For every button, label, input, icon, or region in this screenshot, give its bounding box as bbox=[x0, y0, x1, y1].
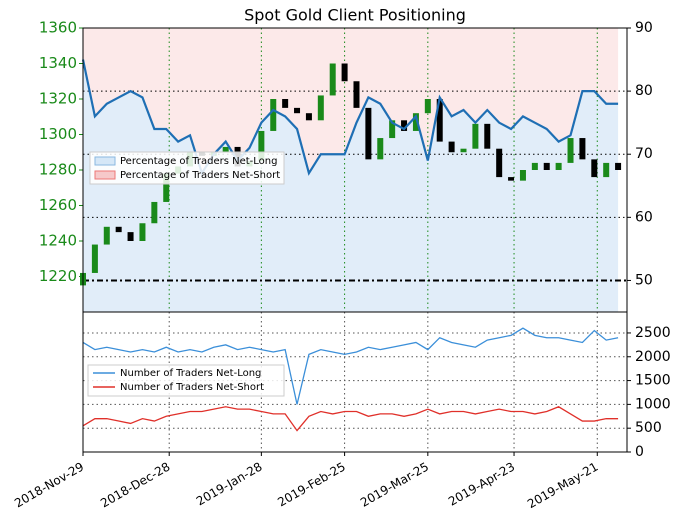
legend-label: Percentage of Traders Net-Long bbox=[120, 156, 278, 167]
y-tick-label: 1220 bbox=[39, 267, 77, 285]
y-tick-label: 1300 bbox=[39, 125, 77, 143]
candle-body bbox=[591, 159, 598, 178]
net-long-pct-line bbox=[81, 59, 619, 176]
candle-body bbox=[329, 63, 336, 96]
candle-body bbox=[424, 99, 431, 114]
candle-body bbox=[389, 120, 396, 139]
legend: Percentage of Traders Net-Long Percentage… bbox=[89, 151, 285, 185]
candle-body bbox=[436, 99, 443, 142]
count-line bbox=[82, 406, 619, 432]
x-tick-label: 2018-Nov-29 bbox=[12, 460, 86, 511]
candle-body bbox=[365, 107, 372, 160]
candle-body bbox=[377, 138, 384, 160]
candle-body bbox=[151, 201, 158, 224]
candle-body bbox=[282, 99, 289, 108]
candle-body bbox=[460, 148, 467, 153]
candle-body bbox=[567, 138, 574, 163]
legend-label: Number of Traders Net-Short bbox=[120, 382, 264, 393]
x-tick-label: 2019-Mar-25 bbox=[358, 460, 431, 510]
x-tick-label: 2019-Jan-28 bbox=[194, 460, 265, 509]
net-long-area bbox=[83, 59, 619, 312]
candle-body bbox=[484, 123, 491, 149]
candle-body bbox=[555, 162, 562, 170]
legend-box bbox=[87, 364, 285, 397]
bottom-frame bbox=[82, 311, 628, 453]
candle-body bbox=[496, 148, 503, 178]
net-short-area bbox=[83, 28, 619, 174]
legend-label: Percentage of Traders Net-Short bbox=[120, 170, 280, 181]
y2-tick-label: 80 bbox=[635, 83, 653, 99]
candle-body bbox=[412, 113, 419, 131]
candle-body bbox=[519, 170, 526, 181]
candle-body bbox=[341, 63, 348, 82]
legend-label: Number of Traders Net-Long bbox=[120, 368, 261, 379]
legend-swatch bbox=[94, 170, 116, 180]
y-tick-label: 1280 bbox=[39, 161, 77, 179]
candle-body bbox=[115, 226, 122, 233]
y-tick-label: 1360 bbox=[39, 19, 77, 37]
x-tick-label: 2019-Apr-23 bbox=[446, 460, 517, 509]
y-tick-label: 2000 bbox=[635, 349, 671, 365]
candle-body bbox=[472, 123, 479, 149]
legend-box bbox=[89, 151, 285, 185]
candle-body bbox=[508, 177, 515, 181]
chart-title: Spot Gold Client Positioning bbox=[244, 6, 466, 25]
candle-body bbox=[163, 173, 170, 202]
y-tick-label: 0 bbox=[635, 444, 644, 460]
x-tick-label: 2019-Feb-25 bbox=[275, 460, 348, 510]
candle-body bbox=[305, 113, 312, 121]
candle-body bbox=[91, 244, 98, 273]
legend: Number of Traders Net-Long Number of Trad… bbox=[87, 364, 285, 397]
candle-body bbox=[531, 162, 538, 170]
y-tick-label: 1000 bbox=[635, 396, 671, 412]
y-tick-label: 1340 bbox=[39, 54, 77, 72]
count-line bbox=[82, 327, 619, 405]
candle-body bbox=[222, 146, 229, 153]
candle-body bbox=[317, 95, 324, 121]
candle-body bbox=[603, 162, 610, 178]
candle-body bbox=[401, 120, 408, 131]
y-tick-label: 500 bbox=[635, 420, 662, 436]
y-tick-label: 1320 bbox=[39, 90, 77, 108]
candle-body bbox=[294, 107, 301, 114]
y2-tick-label: 70 bbox=[635, 146, 653, 162]
y2-tick-label: 90 bbox=[635, 20, 653, 36]
candle-body bbox=[579, 138, 586, 160]
legend-swatch bbox=[94, 156, 116, 166]
y-tick-label: 1260 bbox=[39, 196, 77, 214]
y-tick-label: 1240 bbox=[39, 232, 77, 250]
candle-body bbox=[258, 130, 265, 162]
x-tick-label: 2019-May-21 bbox=[525, 460, 600, 512]
candle-body bbox=[448, 141, 455, 153]
x-tick-label: 2018-Dec-28 bbox=[98, 460, 172, 511]
candle-body bbox=[543, 162, 550, 170]
y-tick-label: 2500 bbox=[635, 325, 671, 341]
candle-body bbox=[615, 162, 622, 170]
candle-body bbox=[127, 232, 134, 241]
candle-body bbox=[353, 81, 360, 108]
y2-tick-label: 50 bbox=[635, 272, 653, 288]
y2-tick-label: 60 bbox=[635, 209, 653, 225]
candle-body bbox=[103, 226, 110, 245]
candle-body bbox=[270, 99, 277, 131]
y-tick-label: 1500 bbox=[635, 373, 671, 389]
candle-body bbox=[139, 223, 146, 241]
